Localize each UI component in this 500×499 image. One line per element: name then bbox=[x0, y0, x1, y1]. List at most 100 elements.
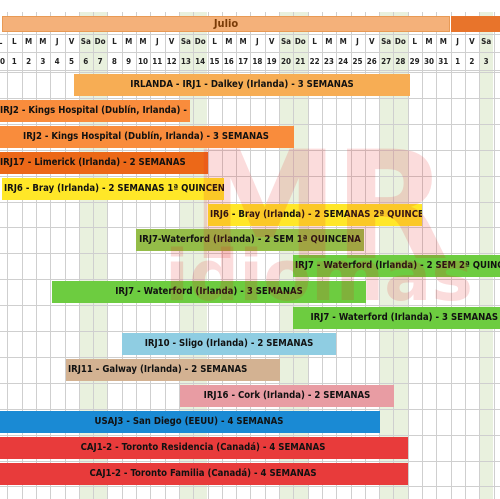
program-label: IRJ7 - Waterford (Irlanda) - 3 SEMANAS bbox=[310, 312, 498, 324]
day-number-cell: 25 bbox=[352, 57, 363, 66]
program-bar[interactable]: IRJ16 - Cork (Irlanda) - 2 SEMANAS bbox=[180, 384, 394, 407]
grid-line-horizontal bbox=[0, 253, 500, 255]
day-number-cell: 2 bbox=[469, 57, 475, 66]
grid-line-horizontal bbox=[0, 434, 500, 436]
month-header: Julio bbox=[2, 16, 450, 32]
grid-line-vertical bbox=[221, 12, 223, 499]
day-name-cell: V bbox=[469, 37, 475, 46]
grid-line-vertical bbox=[236, 12, 238, 499]
grid-line-horizontal bbox=[0, 227, 500, 229]
program-bar[interactable]: IRJ7 - Waterford (Irlanda) - 3 SEMANAS bbox=[293, 307, 500, 330]
day-number-cell: 1 bbox=[455, 57, 461, 66]
day-name-cell: M bbox=[439, 37, 447, 46]
day-number-cell: 23 bbox=[323, 57, 334, 66]
day-number-cell: 13 bbox=[180, 57, 191, 66]
day-number-cell: 15 bbox=[209, 57, 220, 66]
day-name-cell: V bbox=[168, 37, 175, 46]
program-label: IRJ2 - Kings Hospital (Dublín, Irlanda) … bbox=[23, 130, 269, 142]
program-bar[interactable]: IRJ17 - Limerick (Irlanda) - 2 SEMANAS bbox=[0, 151, 208, 174]
grid-line-vertical bbox=[107, 12, 109, 499]
grid-line-horizontal bbox=[0, 356, 500, 358]
day-number-cell: 1 bbox=[11, 57, 17, 66]
day-number-cell: 3 bbox=[483, 57, 489, 66]
grid-line-vertical bbox=[7, 12, 9, 499]
day-name-cell: L bbox=[0, 37, 7, 46]
program-label: IRJ7-Waterford (Irlanda) - 2 SEM 1ª QUIN… bbox=[139, 234, 361, 246]
grid-line-vertical bbox=[21, 12, 23, 499]
program-label: IRJ6 - Bray (Irlanda) - 2 SEMANAS 2ª QUI… bbox=[210, 208, 422, 220]
day-number-cell: 28 bbox=[395, 57, 406, 66]
program-bar[interactable]: IRJ10 - Sligo (Irlanda) - 2 SEMANAS bbox=[122, 333, 336, 355]
day-number-cell: 18 bbox=[252, 57, 263, 66]
grid-line-horizontal bbox=[0, 72, 500, 73]
program-bar[interactable]: IRJ6 - Bray (Irlanda) - 2 SEMANAS 2ª QUI… bbox=[208, 203, 422, 226]
day-number-cell: 30 bbox=[423, 57, 434, 66]
day-name-cell: M bbox=[325, 37, 333, 46]
day-name-cell: L bbox=[112, 37, 117, 46]
program-label: IRJ10 - Sligo (Irlanda) - 2 SEMANAS bbox=[144, 338, 314, 349]
grid-line-horizontal bbox=[0, 97, 500, 99]
grid-line-horizontal bbox=[0, 201, 500, 203]
program-label: USAJ3 - San Diego (EEUU) - 4 SEMANAS bbox=[94, 415, 284, 427]
day-number-cell: 31 bbox=[438, 57, 449, 66]
grid-line-vertical bbox=[121, 12, 123, 499]
day-number-cell: 29 bbox=[409, 57, 420, 66]
day-number-cell: 12 bbox=[166, 57, 177, 66]
program-bar[interactable]: IRJ11 - Galway (Irlanda) - 2 SEMANAS bbox=[66, 358, 280, 381]
program-bar[interactable]: CAJ1-2 - Toronto Familia (Canadá) - 4 SE… bbox=[0, 462, 408, 485]
day-name-cell: M bbox=[39, 37, 47, 46]
grid-line-vertical bbox=[264, 12, 266, 499]
program-label: IRJ2 - Kings Hospital (Dublín, Irlanda) … bbox=[0, 104, 190, 116]
day-number-cell: 21 bbox=[295, 57, 306, 66]
day-number-cell: 11 bbox=[152, 57, 163, 66]
day-name-cell: Do bbox=[394, 37, 406, 46]
day-name-cell: L bbox=[412, 37, 417, 46]
grid-line-vertical bbox=[178, 12, 180, 499]
program-bar[interactable]: IRJ6 - Bray (Irlanda) - 2 SEMANAS 1ª QUI… bbox=[2, 177, 224, 200]
day-number-cell: 2 bbox=[26, 57, 32, 66]
grid-line-horizontal bbox=[0, 305, 500, 307]
program-bar[interactable]: USAJ3 - San Diego (EEUU) - 4 SEMANAS bbox=[0, 410, 380, 433]
day-name-cell: L bbox=[312, 37, 317, 46]
month-label: Julio bbox=[213, 17, 239, 30]
day-name-cell: M bbox=[225, 37, 233, 46]
program-bar[interactable]: IRJ7 - Waterford (Irlanda) - 3 SEMANAS bbox=[52, 281, 366, 304]
day-number-cell: 22 bbox=[309, 57, 320, 66]
program-bar[interactable]: IRJ7-Waterford (Irlanda) - 2 SEM 1ª QUIN… bbox=[136, 229, 364, 252]
grid-line-vertical bbox=[136, 12, 137, 499]
day-number-cell: 7 bbox=[97, 57, 103, 66]
grid-line-vertical bbox=[150, 12, 152, 499]
day-name-cell: J bbox=[155, 37, 159, 46]
day-name-cell: Sa bbox=[481, 37, 492, 46]
day-name-cell: M bbox=[339, 37, 347, 46]
day-number-cell: 3 bbox=[40, 57, 46, 66]
day-number-cell: 30 bbox=[0, 57, 5, 66]
grid-line-vertical bbox=[207, 12, 209, 499]
program-bar[interactable]: IRJ2 - Kings Hospital (Dublín, Irlanda) … bbox=[0, 125, 294, 148]
next-month-header bbox=[451, 16, 500, 32]
program-label: IRJ7 - Waterford (Irlanda) - 3 SEMANAS bbox=[115, 286, 303, 298]
program-bar[interactable]: IRJ7 - Waterford (Irlanda) - 2 SEM 2ª QU… bbox=[293, 255, 500, 278]
program-label: CAJ1-2 - Toronto Familia (Canadá) - 4 SE… bbox=[89, 467, 317, 479]
grid-line-vertical bbox=[78, 12, 80, 499]
day-number-cell: 20 bbox=[280, 57, 291, 66]
day-number-cell: 16 bbox=[223, 57, 234, 66]
day-name-cell: Do bbox=[194, 37, 206, 46]
day-number-cell: 8 bbox=[111, 57, 117, 66]
day-number-cell: 27 bbox=[381, 57, 392, 66]
program-label: IRJ11 - Galway (Irlanda) - 2 SEMANAS bbox=[68, 363, 248, 375]
grid-line-horizontal bbox=[0, 331, 500, 332]
day-number-cell: 24 bbox=[338, 57, 349, 66]
day-name-cell: Do bbox=[94, 37, 106, 46]
program-bar[interactable]: CAJ1-2 - Toronto Residencia (Canadá) - 4… bbox=[0, 436, 408, 459]
program-bar[interactable]: IRJ2 - Kings Hospital (Dublín, Irlanda) … bbox=[0, 99, 190, 122]
program-bar[interactable]: IRLANDA - IRJ1 - Dalkey (Irlanda) - 3 SE… bbox=[74, 74, 410, 96]
day-name-cell: Sa bbox=[280, 37, 292, 46]
day-number-cell: 26 bbox=[366, 57, 377, 66]
day-name-cell: L bbox=[12, 37, 17, 46]
program-label: IRJ16 - Cork (Irlanda) - 2 SEMANAS bbox=[203, 389, 371, 401]
grid-line-horizontal bbox=[0, 70, 500, 71]
day-name-cell: Do bbox=[294, 37, 306, 46]
grid-line-horizontal bbox=[0, 34, 500, 35]
